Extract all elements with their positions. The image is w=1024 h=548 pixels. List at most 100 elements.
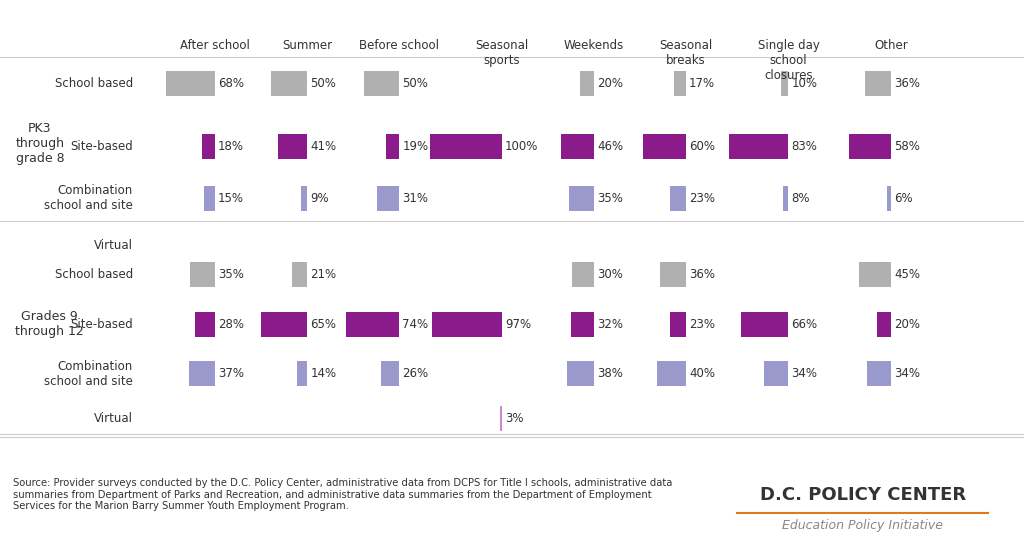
FancyBboxPatch shape (670, 312, 686, 336)
Text: Site-based: Site-based (71, 140, 133, 153)
FancyBboxPatch shape (877, 312, 891, 336)
Text: Seasonal
sports: Seasonal sports (475, 39, 528, 67)
Text: 50%: 50% (402, 77, 428, 90)
Text: 30%: 30% (597, 269, 623, 281)
Text: 6%: 6% (894, 192, 912, 205)
Text: Seasonal
breaks: Seasonal breaks (659, 39, 713, 67)
FancyBboxPatch shape (566, 361, 594, 386)
Text: Virtual: Virtual (94, 412, 133, 425)
FancyBboxPatch shape (432, 312, 502, 336)
Text: 23%: 23% (689, 318, 715, 331)
Text: Single day
school
closures: Single day school closures (758, 39, 819, 82)
Text: 37%: 37% (218, 367, 244, 380)
Text: 9%: 9% (310, 192, 329, 205)
FancyBboxPatch shape (866, 361, 891, 386)
Text: 65%: 65% (310, 318, 336, 331)
FancyBboxPatch shape (782, 186, 788, 211)
Text: Weekends: Weekends (564, 39, 624, 52)
Text: 15%: 15% (218, 192, 244, 205)
Text: 97%: 97% (505, 318, 531, 331)
Text: 66%: 66% (792, 318, 818, 331)
Text: 83%: 83% (792, 140, 817, 153)
Text: Combination
school and site: Combination school and site (44, 359, 133, 387)
Text: 35%: 35% (597, 192, 623, 205)
Text: 26%: 26% (402, 367, 429, 380)
FancyBboxPatch shape (865, 71, 891, 96)
FancyBboxPatch shape (292, 262, 307, 287)
FancyBboxPatch shape (781, 71, 788, 96)
Text: 35%: 35% (218, 269, 244, 281)
Text: 19%: 19% (402, 140, 429, 153)
Text: 36%: 36% (689, 269, 715, 281)
Text: 38%: 38% (597, 367, 623, 380)
Text: After school: After school (180, 39, 250, 52)
FancyBboxPatch shape (260, 312, 307, 336)
Text: Source: Provider surveys conducted by the D.C. Policy Center, administrative dat: Source: Provider surveys conducted by th… (13, 478, 673, 511)
Text: 8%: 8% (792, 192, 810, 205)
FancyBboxPatch shape (377, 186, 399, 211)
Text: 100%: 100% (505, 140, 539, 153)
Text: 20%: 20% (597, 77, 623, 90)
FancyBboxPatch shape (643, 134, 686, 159)
Text: 32%: 32% (597, 318, 623, 331)
FancyBboxPatch shape (202, 134, 215, 159)
Text: Site-based: Site-based (71, 318, 133, 331)
Text: 36%: 36% (894, 77, 920, 90)
FancyBboxPatch shape (858, 262, 891, 287)
FancyBboxPatch shape (572, 262, 594, 287)
Text: Grades 9
through 12: Grades 9 through 12 (15, 310, 84, 338)
Text: Before school: Before school (359, 39, 439, 52)
FancyBboxPatch shape (301, 186, 307, 211)
FancyBboxPatch shape (364, 71, 399, 96)
FancyBboxPatch shape (571, 312, 594, 336)
Text: Summer: Summer (283, 39, 332, 52)
FancyBboxPatch shape (500, 406, 502, 431)
Text: 28%: 28% (218, 318, 244, 331)
FancyBboxPatch shape (386, 134, 399, 159)
FancyBboxPatch shape (741, 312, 788, 336)
FancyBboxPatch shape (674, 71, 686, 96)
Text: 41%: 41% (310, 140, 337, 153)
FancyBboxPatch shape (764, 361, 788, 386)
FancyBboxPatch shape (381, 361, 399, 386)
Text: 20%: 20% (894, 318, 920, 331)
Text: PK3
through
grade 8: PK3 through grade 8 (15, 122, 65, 164)
Text: 14%: 14% (310, 367, 337, 380)
Text: Combination
school and site: Combination school and site (44, 185, 133, 213)
FancyBboxPatch shape (561, 134, 594, 159)
FancyBboxPatch shape (580, 71, 594, 96)
Text: 10%: 10% (792, 77, 817, 90)
Text: School based: School based (55, 269, 133, 281)
Text: D.C. POLICY CENTER: D.C. POLICY CENTER (760, 487, 966, 504)
Text: 46%: 46% (597, 140, 624, 153)
Text: 74%: 74% (402, 318, 429, 331)
FancyBboxPatch shape (430, 134, 502, 159)
FancyBboxPatch shape (195, 312, 215, 336)
FancyBboxPatch shape (569, 186, 594, 211)
FancyBboxPatch shape (660, 262, 686, 287)
Text: 34%: 34% (792, 367, 817, 380)
FancyBboxPatch shape (346, 312, 399, 336)
Text: 45%: 45% (894, 269, 920, 281)
Text: 50%: 50% (310, 77, 336, 90)
FancyBboxPatch shape (887, 186, 891, 211)
Text: Education Policy Initiative: Education Policy Initiative (782, 520, 943, 532)
Text: 40%: 40% (689, 367, 715, 380)
Text: 18%: 18% (218, 140, 244, 153)
FancyBboxPatch shape (278, 134, 307, 159)
Text: 23%: 23% (689, 192, 715, 205)
Text: 21%: 21% (310, 269, 337, 281)
FancyBboxPatch shape (188, 361, 215, 386)
FancyBboxPatch shape (166, 71, 215, 96)
FancyBboxPatch shape (204, 186, 215, 211)
FancyBboxPatch shape (190, 262, 215, 287)
Text: 31%: 31% (402, 192, 428, 205)
Text: Other: Other (874, 39, 907, 52)
FancyBboxPatch shape (670, 186, 686, 211)
FancyBboxPatch shape (271, 71, 307, 96)
Text: School based: School based (55, 77, 133, 90)
Text: Virtual: Virtual (94, 239, 133, 252)
FancyBboxPatch shape (849, 134, 891, 159)
FancyBboxPatch shape (297, 361, 307, 386)
Text: 60%: 60% (689, 140, 715, 153)
